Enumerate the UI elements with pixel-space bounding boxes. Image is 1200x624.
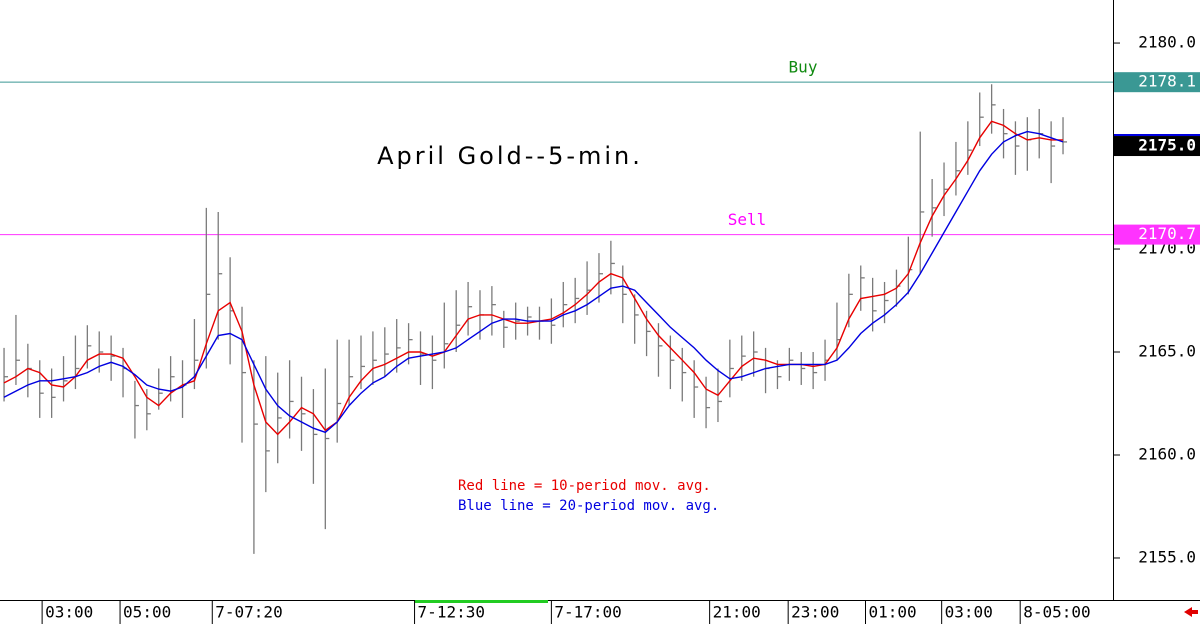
y-tick-label: 2155.0 <box>1138 547 1196 566</box>
level-tag <box>1114 224 1200 245</box>
y-tick-label: 2160.0 <box>1138 444 1196 463</box>
session-highlight <box>415 600 548 603</box>
level-label: Sell <box>728 210 767 229</box>
x-tick-label: 7-17:00 <box>554 603 621 622</box>
y-tick-label: 2180.0 <box>1138 33 1196 52</box>
legend-note: Red line = 10-period mov. avg. <box>458 478 711 494</box>
last-price-tag <box>1114 136 1200 157</box>
last-price-label: 2175.0 <box>1138 136 1196 155</box>
moving-average-line <box>3 120 1063 436</box>
level-tag-label: 2170.7 <box>1138 224 1196 243</box>
x-tick-label: 03:00 <box>945 603 993 622</box>
x-tick-label: 23:00 <box>791 603 839 622</box>
x-tick-label: 03:00 <box>45 603 93 622</box>
legend-note: Blue line = 20-period mov. avg. <box>458 498 719 514</box>
x-tick-label: 05:00 <box>123 603 171 622</box>
x-tick-label: 21:00 <box>713 603 761 622</box>
x-tick-label: 01:00 <box>869 603 917 622</box>
x-tick-label: 8-05:00 <box>1023 603 1090 622</box>
x-tick-label: 7-07:20 <box>215 603 282 622</box>
scroll-arrow <box>1184 607 1198 617</box>
chart-title: April Gold--5-min. <box>377 142 643 170</box>
moving-average-line <box>3 130 1064 434</box>
y-tick-label: 2165.0 <box>1138 342 1196 361</box>
level-label: Buy <box>789 58 818 77</box>
level-tag <box>1114 72 1200 93</box>
x-tick-label: 7-12:30 <box>418 603 485 622</box>
level-tag-label: 2178.1 <box>1138 72 1196 91</box>
